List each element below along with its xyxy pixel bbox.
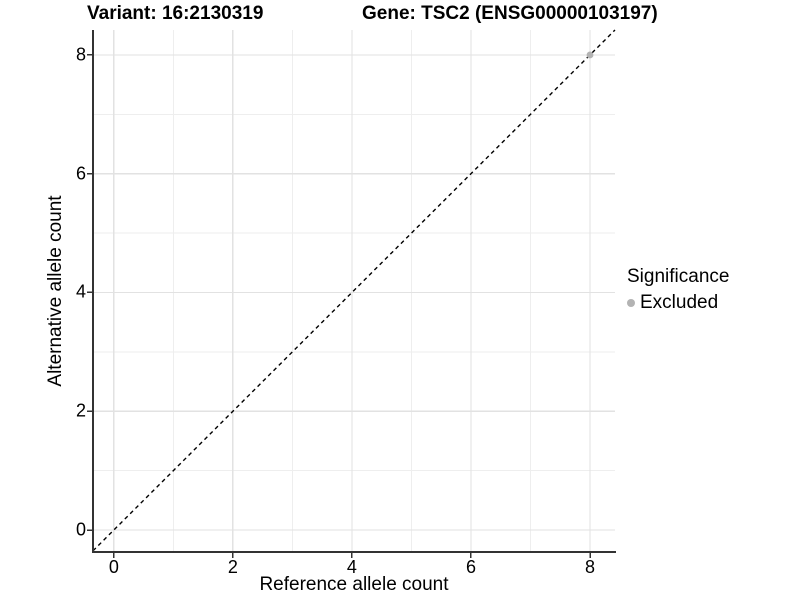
x-axis-title: Reference allele count — [259, 574, 449, 595]
y-tick-label-8: 8 — [75, 44, 86, 65]
legend-entry-label: Excluded — [640, 292, 719, 313]
x-tick-label-8: 8 — [584, 557, 596, 577]
legend-point-icon — [627, 298, 635, 307]
y-tick-label-4: 4 — [75, 281, 86, 302]
legend-title: Significance — [627, 266, 730, 287]
plot-title-variant: Variant: 16:2130319 — [87, 3, 264, 24]
plot-title-gene: Gene: TSC2 (ENSG00000103197) — [362, 3, 658, 24]
x-tick-label-6: 6 — [465, 557, 476, 577]
data-point — [586, 51, 594, 59]
y-tick-label-0: 0 — [75, 519, 86, 540]
legend-entry-excluded: Excluded — [627, 291, 729, 314]
y-tick-label-6: 6 — [75, 163, 86, 184]
x-tick-label-2: 2 — [227, 557, 238, 577]
x-tick-label-4: 4 — [346, 557, 357, 577]
y-tick-label-2: 2 — [75, 400, 86, 421]
x-tick-label-0: 0 — [108, 557, 119, 577]
legend: Significance Excluded — [627, 265, 729, 314]
